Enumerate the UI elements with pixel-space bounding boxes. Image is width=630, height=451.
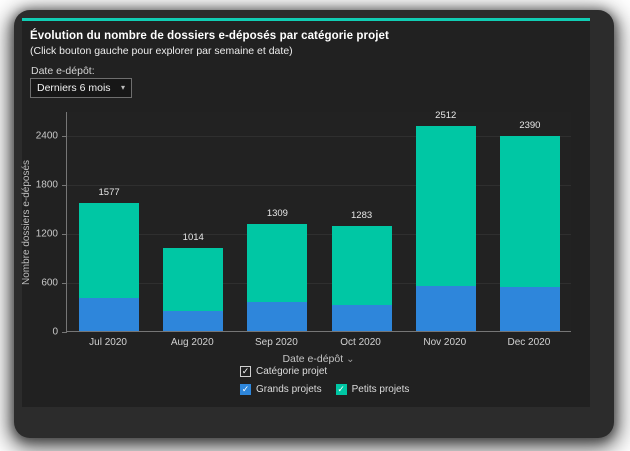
bar-segment-grands-projets-oct-2020[interactable]	[332, 305, 392, 331]
x-tick-label-sep-2020: Sep 2020	[234, 337, 318, 348]
chevron-down-icon: ⌄	[346, 354, 354, 365]
bar-segment-petits-projets-sep-2020[interactable]	[247, 224, 307, 302]
y-tick-mark	[62, 185, 67, 186]
bar-value-label: 1577	[79, 187, 139, 198]
bar-segment-petits-projets-aug-2020[interactable]	[163, 248, 223, 311]
y-tick-label: 1800	[36, 180, 58, 191]
bar-segment-petits-projets-oct-2020[interactable]	[332, 226, 392, 304]
x-axis-title[interactable]: Date e-dépôt⌄	[66, 353, 571, 365]
bar-segment-grands-projets-dec-2020[interactable]	[500, 287, 560, 331]
bar-segment-grands-projets-jul-2020[interactable]	[79, 298, 139, 331]
y-axis-tick-labels: 0600120018002400	[20, 112, 58, 332]
x-tick-label-dec-2020: Dec 2020	[487, 337, 571, 348]
legend-item-grands-projets[interactable]: ✓ Grands projets	[240, 384, 322, 395]
legend-items: ✓ Grands projets ✓ Petits projets	[240, 384, 409, 395]
date-filter-value: Derniers 6 mois	[37, 82, 111, 94]
x-tick-label-nov-2020: Nov 2020	[403, 337, 487, 348]
dashboard-window: Évolution du nombre de dossiers e-déposé…	[14, 10, 614, 438]
bar-segment-petits-projets-nov-2020[interactable]	[416, 126, 476, 285]
y-tick-mark	[62, 332, 67, 333]
bar-dec-2020[interactable]	[500, 136, 560, 331]
legend-checkbox-petits-projets[interactable]: ✓	[336, 384, 347, 395]
date-filter-label: Date e-dépôt:	[31, 65, 95, 77]
chart-area: Nombre dossiers e-déposés 06001200180024…	[66, 112, 571, 332]
bar-value-label: 1014	[163, 232, 223, 243]
gridline	[67, 283, 571, 284]
gridline	[67, 136, 571, 137]
chart-panel: Évolution du nombre de dossiers e-déposé…	[22, 18, 590, 407]
bar-jul-2020[interactable]	[79, 203, 139, 331]
bar-segment-grands-projets-aug-2020[interactable]	[163, 311, 223, 331]
y-tick-label: 600	[41, 278, 58, 289]
x-axis-title-text: Date e-dépôt	[282, 353, 343, 365]
gridline	[67, 185, 571, 186]
bar-aug-2020[interactable]	[163, 248, 223, 331]
gridline	[67, 234, 571, 235]
bar-value-label: 2512	[416, 110, 476, 121]
page-title: Évolution du nombre de dossiers e-déposé…	[30, 30, 389, 42]
plot-area: 1577 1014 1309 1283 2512 2390	[66, 112, 571, 332]
y-tick-mark	[62, 234, 67, 235]
page-subtitle: (Click bouton gauche pour explorer par s…	[30, 45, 293, 57]
bar-segment-petits-projets-dec-2020[interactable]	[500, 136, 560, 287]
y-tick-label: 0	[52, 327, 58, 338]
legend-checkbox-grands-projets[interactable]: ✓	[240, 384, 251, 395]
x-axis-tick-labels: Jul 2020Aug 2020Sep 2020Oct 2020Nov 2020…	[66, 337, 571, 351]
legend-group-checkbox[interactable]: ✓	[240, 366, 251, 377]
date-filter-dropdown[interactable]: Derniers 6 mois ▾	[30, 78, 132, 98]
bar-segment-grands-projets-sep-2020[interactable]	[247, 302, 307, 331]
bar-value-label: 1309	[247, 208, 307, 219]
bar-value-label: 2390	[500, 120, 560, 131]
bar-value-label: 1283	[332, 210, 392, 221]
legend-label-grands-projets: Grands projets	[256, 384, 322, 395]
legend-group-label: Catégorie projet	[256, 366, 327, 377]
legend-label-petits-projets: Petits projets	[352, 384, 410, 395]
chevron-down-icon: ▾	[121, 84, 125, 92]
y-tick-mark	[62, 136, 67, 137]
y-tick-mark	[62, 283, 67, 284]
bar-oct-2020[interactable]	[332, 226, 392, 331]
bar-nov-2020[interactable]	[416, 126, 476, 331]
legend-item-petits-projets[interactable]: ✓ Petits projets	[336, 384, 410, 395]
bar-segment-petits-projets-jul-2020[interactable]	[79, 203, 139, 298]
x-tick-label-oct-2020: Oct 2020	[319, 337, 403, 348]
bar-segment-grands-projets-nov-2020[interactable]	[416, 286, 476, 331]
x-tick-label-aug-2020: Aug 2020	[150, 337, 234, 348]
page-background: Évolution du nombre de dossiers e-déposé…	[0, 0, 630, 451]
legend-group[interactable]: ✓ Catégorie projet	[240, 366, 327, 377]
x-tick-label-jul-2020: Jul 2020	[66, 337, 150, 348]
bar-sep-2020[interactable]	[247, 224, 307, 331]
y-tick-label: 2400	[36, 131, 58, 142]
y-tick-label: 1200	[36, 229, 58, 240]
